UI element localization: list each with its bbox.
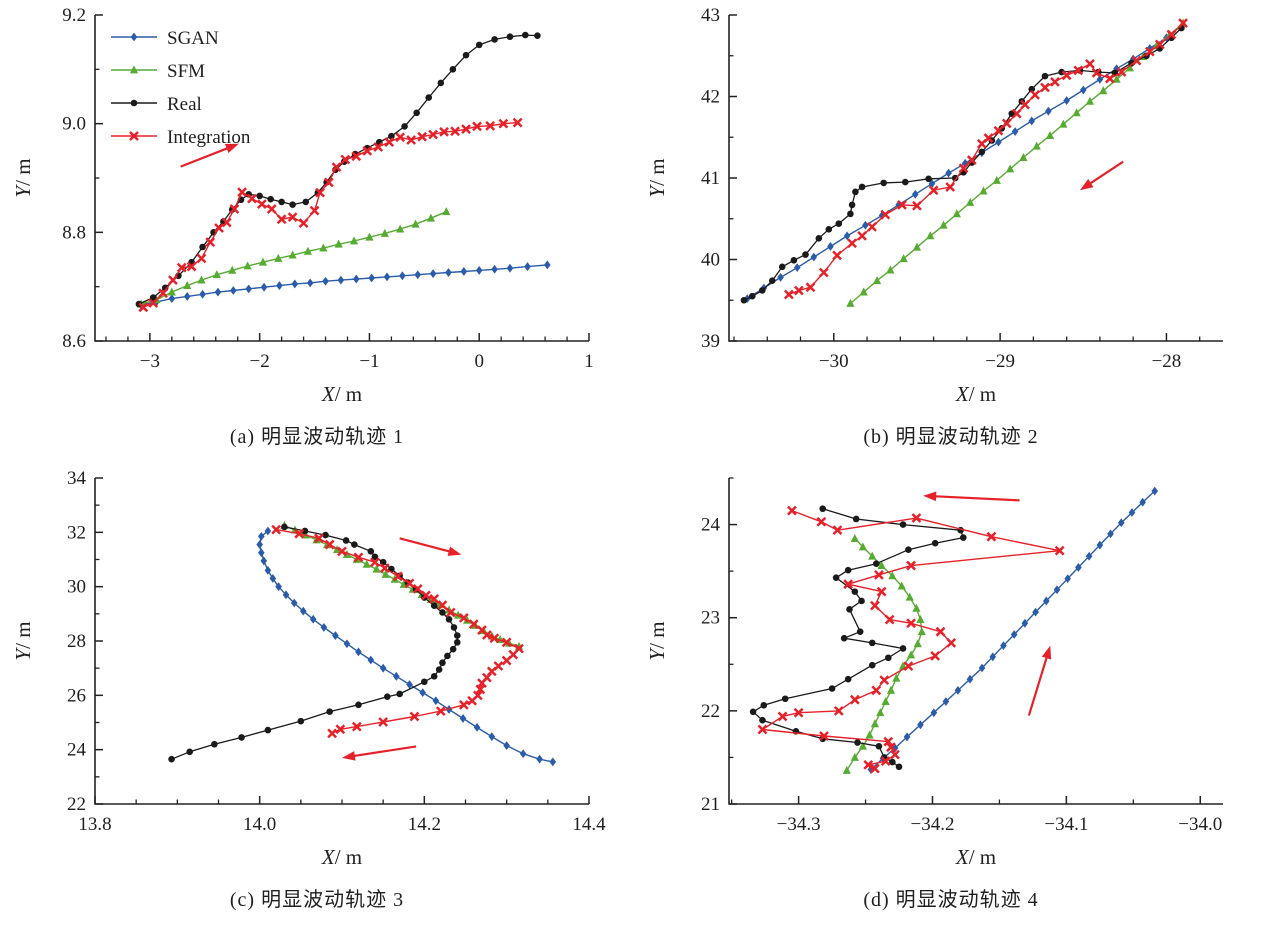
x-tick-label: 14.0 <box>243 814 276 835</box>
x-axis: −30 −29 −28 <box>819 333 1181 372</box>
series-integration <box>271 524 524 739</box>
x-tick-label: 14.4 <box>572 814 606 835</box>
y-tick-label: 24 <box>67 740 87 761</box>
direction-arrows <box>180 143 239 168</box>
x-tick-label: 1 <box>584 351 594 372</box>
series-integration <box>757 505 1065 774</box>
series-integration <box>783 18 1188 300</box>
y-tick-label: 24 <box>701 515 721 536</box>
legend-label: SGAN <box>167 28 219 49</box>
panel-c: 13.8 14.0 14.2 14.4 22 24 26 28 30 32 34 X/ m Y/ m (… <box>0 463 634 925</box>
y-tick-label: 8.8 <box>62 222 86 243</box>
panel-c-chart: 13.8 14.0 14.2 14.4 22 24 26 28 30 32 34 X/ m Y/ m <box>11 468 606 869</box>
panel-b: −30 −29 −28 39 40 41 42 43 X/ m Y/ m (b) 明显波动轨迹 2 <box>634 0 1268 463</box>
y-tick-label: 22 <box>67 794 86 815</box>
series-real <box>168 523 461 763</box>
x-tick-label: −34.3 <box>777 814 821 835</box>
y-tick-label: 34 <box>67 468 87 489</box>
panel-d-caption: (d) 明显波动轨迹 4 <box>863 889 1039 911</box>
legend-label: Integration <box>167 127 251 148</box>
x-tick-label: 13.8 <box>78 814 111 835</box>
y-tick-label: 8.6 <box>62 331 86 352</box>
y-axis-label: Y/ m <box>11 158 35 197</box>
series-sgan <box>867 486 1159 774</box>
panel-a: −3 −2 −1 0 1 8.6 8.8 9.0 9.2 X/ m Y/ m SGAN SFM Real I… <box>0 0 634 463</box>
axes <box>728 15 1223 342</box>
x-tick-label: −30 <box>819 351 849 372</box>
y-tick-label: 26 <box>67 685 86 706</box>
x-axis-label: X/ m <box>955 382 996 406</box>
x-axis: −3 −2 −1 0 1 <box>140 333 594 372</box>
y-tick-label: 23 <box>701 608 720 629</box>
direction-arrows <box>923 491 1052 716</box>
y-tick-label: 42 <box>701 87 720 108</box>
series-sgan <box>256 526 557 767</box>
x-tick-label: −29 <box>985 351 1015 372</box>
x-tick-label: 14.2 <box>408 814 441 835</box>
y-tick-label: 9.2 <box>62 5 86 26</box>
y-tick-label: 28 <box>67 631 86 652</box>
y-tick-label: 9.0 <box>62 114 86 135</box>
legend: SGAN SFM Real Integration <box>111 28 251 148</box>
x-axis: 13.8 14.0 14.2 14.4 <box>78 796 606 835</box>
axes <box>728 477 1223 805</box>
x-tick-label: −1 <box>359 351 379 372</box>
y-tick-label: 43 <box>701 5 720 26</box>
panel-b-caption: (b) 明显波动轨迹 2 <box>863 426 1039 448</box>
x-tick-label: −2 <box>250 351 270 372</box>
x-tick-label: −28 <box>1152 351 1182 372</box>
series-integration <box>138 117 523 313</box>
legend-label: SFM <box>167 61 205 82</box>
series-sgan <box>743 33 1170 304</box>
y-axis: 22 24 26 28 30 32 34 <box>67 468 103 815</box>
y-axis-label: Y/ m <box>645 158 669 197</box>
x-tick-label: 0 <box>474 351 484 372</box>
direction-arrows <box>1079 160 1124 191</box>
y-tick-label: 21 <box>701 794 720 815</box>
y-tick-label: 40 <box>701 250 720 271</box>
direction-arrows <box>342 537 462 761</box>
panel-d-chart: −34.3 −34.2 −34.1 −34.0 21 22 23 24 X/ m Y/ m <box>645 477 1223 869</box>
panel-c-caption: (c) 明显波动轨迹 3 <box>229 889 405 911</box>
panel-a-chart: −3 −2 −1 0 1 8.6 8.8 9.0 9.2 X/ m Y/ m SGAN SFM Real I… <box>11 5 594 406</box>
series-sgan <box>137 260 551 310</box>
x-axis-label: X/ m <box>955 845 996 869</box>
y-tick-label: 22 <box>701 701 720 722</box>
x-axis-label: X/ m <box>321 845 362 869</box>
y-axis-label: Y/ m <box>11 621 35 660</box>
x-tick-label: −34.2 <box>911 814 955 835</box>
legend-label: Real <box>167 94 202 115</box>
y-tick-label: 32 <box>67 522 86 543</box>
x-axis-label: X/ m <box>321 382 362 406</box>
panel-d: −34.3 −34.2 −34.1 −34.0 21 22 23 24 X/ m Y/ m (d)… <box>634 463 1268 925</box>
panel-b-chart: −30 −29 −28 39 40 41 42 43 X/ m Y/ m <box>645 5 1223 406</box>
y-axis-label: Y/ m <box>645 621 669 660</box>
x-axis: −34.3 −34.2 −34.1 −34.0 <box>777 796 1222 835</box>
x-tick-label: −34.1 <box>1044 814 1088 835</box>
y-tick-label: 41 <box>701 168 720 189</box>
panel-a-caption: (a) 明显波动轨迹 1 <box>229 426 405 448</box>
y-axis: 39 40 41 42 43 <box>701 5 737 352</box>
y-axis: 8.6 8.8 9.0 9.2 <box>62 5 103 352</box>
x-tick-label: −34.0 <box>1178 814 1222 835</box>
series-real <box>749 505 967 771</box>
y-axis: 21 22 23 24 <box>701 515 737 815</box>
y-tick-label: 30 <box>67 577 86 598</box>
series-sfm <box>137 207 451 308</box>
y-tick-label: 39 <box>701 331 720 352</box>
series-sfm <box>842 533 926 774</box>
x-tick-label: −3 <box>140 351 160 372</box>
